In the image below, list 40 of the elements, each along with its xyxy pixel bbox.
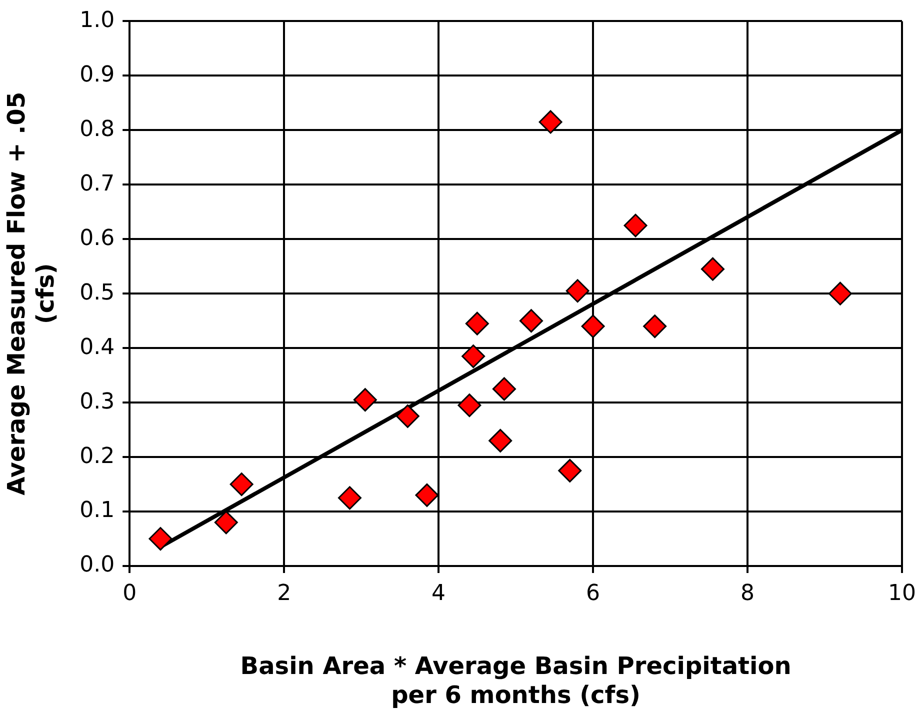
y-tick-label: 0.6	[80, 226, 115, 251]
point	[701, 257, 725, 281]
x-tick-label: 10	[888, 580, 916, 606]
point	[462, 344, 486, 368]
y-tick-label: 0.2	[80, 444, 115, 469]
point	[415, 483, 439, 507]
x-axis-title: Basin Area * Average Basin Precipitation per 6 months (cfs)	[240, 652, 792, 709]
x-tick-label: 8	[740, 580, 755, 606]
point	[828, 282, 852, 306]
y-tick-label: 0.7	[80, 171, 115, 196]
x-tick-label: 6	[586, 580, 600, 606]
point	[492, 377, 516, 401]
point	[566, 279, 590, 303]
y-tick-label: 1.0	[80, 8, 115, 33]
point	[214, 510, 238, 534]
y-tick-label: 0.5	[80, 280, 115, 306]
y-tick-label: 0.4	[80, 334, 115, 360]
x-tick-label: 2	[277, 580, 292, 606]
point	[230, 472, 254, 496]
point	[338, 486, 362, 510]
point	[624, 214, 648, 238]
point	[458, 394, 482, 418]
x-tick-label: 0	[122, 580, 137, 606]
point	[148, 527, 172, 551]
y-tick-label: 0.8	[80, 116, 115, 142]
point	[396, 404, 420, 428]
point	[519, 309, 543, 333]
x-tick-label: 4	[432, 580, 446, 606]
y-tick-label: 0.1	[80, 498, 115, 524]
point	[488, 428, 512, 452]
point	[353, 388, 377, 412]
point	[581, 314, 605, 338]
point	[465, 312, 489, 336]
y-tick-label: 0.3	[80, 389, 115, 414]
y-axis-title: Average Measured Flow + .05 (cfs)	[2, 92, 60, 496]
point	[558, 458, 582, 482]
y-tick-label: 0.0	[80, 552, 115, 578]
y-tick-label: 0.9	[80, 62, 115, 88]
point	[538, 110, 562, 134]
point	[643, 314, 667, 338]
